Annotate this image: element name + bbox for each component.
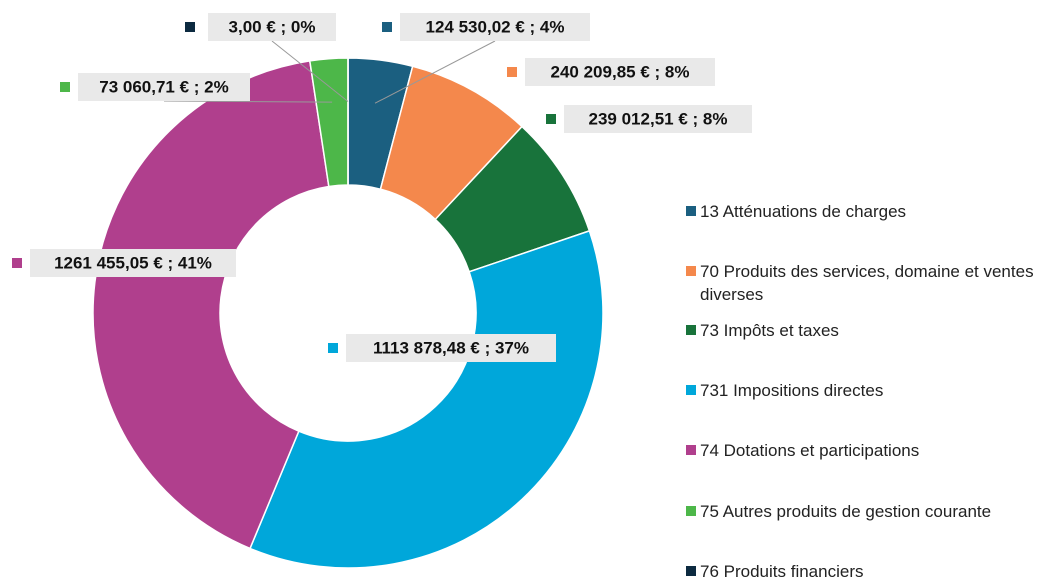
label-box (346, 334, 556, 362)
legend-item: 731 Impositions directes (686, 379, 1039, 402)
label-marker (185, 22, 195, 32)
label-marker (507, 67, 517, 77)
legend-swatch (686, 445, 696, 455)
legend-item: 75 Autres produits de gestion courante (686, 500, 1039, 523)
label-box (78, 73, 250, 101)
data-label: 3,00 € ; 0% (229, 17, 316, 36)
data-label: 239 012,51 € ; 8% (589, 109, 728, 128)
legend-label: 74 Dotations et participations (700, 441, 920, 460)
leader-line (163, 100, 333, 103)
label-box (30, 249, 236, 277)
label-box (525, 58, 715, 86)
legend-swatch (686, 385, 696, 395)
label-box (400, 13, 590, 41)
legend-swatch (686, 566, 696, 576)
legend-label: 70 Produits des services, domaine et ven… (700, 262, 1034, 304)
data-label: 73 060,71 € ; 2% (99, 77, 228, 96)
legend-label: 731 Impositions directes (700, 381, 884, 400)
data-label: 124 530,02 € ; 4% (426, 17, 565, 36)
slice (249, 229, 604, 569)
leader-line (271, 40, 349, 102)
label-box (208, 13, 336, 41)
legend-swatch (686, 266, 696, 276)
legend-item: 76 Produits financiers (686, 560, 1039, 578)
data-label: 1261 455,05 € ; 41% (54, 253, 212, 272)
label-marker (382, 22, 392, 32)
legend-swatch (686, 325, 696, 335)
label-marker (328, 343, 338, 353)
label-marker (60, 82, 70, 92)
legend-item: 73 Impôts et taxes (686, 319, 1039, 342)
label-box (564, 105, 752, 133)
legend-item: 70 Produits des services, domaine et ven… (686, 260, 1039, 306)
legend-swatch (686, 206, 696, 216)
legend-label: 75 Autres produits de gestion courante (700, 502, 992, 521)
label-marker (546, 114, 556, 124)
leader-line (374, 40, 496, 104)
legend-label: 73 Impôts et taxes (700, 321, 839, 340)
legend-item: 74 Dotations et participations (686, 439, 1039, 462)
legend-label: 76 Produits financiers (700, 562, 864, 578)
legend-label: 13 Atténuations de charges (700, 202, 907, 221)
label-marker (12, 258, 22, 268)
legend-item: 13 Atténuations de charges (686, 200, 1039, 223)
data-label: 240 209,85 € ; 8% (551, 62, 690, 81)
data-label: 1113 878,48 € ; 37% (373, 338, 529, 357)
legend-swatch (686, 506, 696, 516)
